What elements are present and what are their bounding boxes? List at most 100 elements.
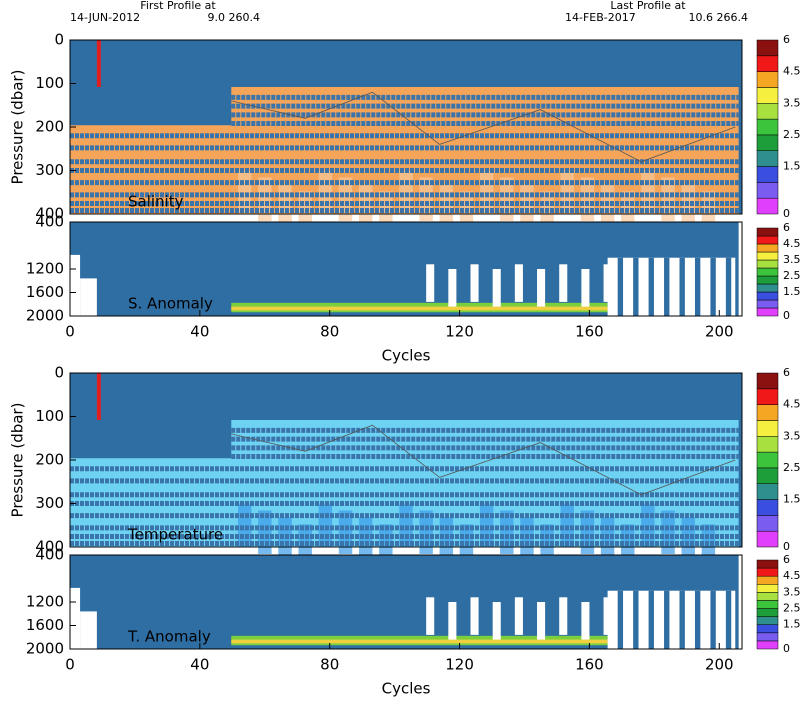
y-tick-label: 300 xyxy=(35,494,64,512)
colorbar-segment xyxy=(756,467,779,484)
field-band xyxy=(231,306,608,311)
colorbar-segment xyxy=(756,307,779,317)
field-blank xyxy=(559,264,568,302)
field-spot xyxy=(96,373,101,420)
field-blank xyxy=(514,597,523,635)
field-patch xyxy=(318,503,333,547)
field-column xyxy=(694,257,701,316)
colorbar-tick-label: 2.5 xyxy=(783,461,800,474)
field-patch xyxy=(439,517,454,561)
field-patch xyxy=(278,517,292,561)
field-blank xyxy=(70,587,81,649)
field-band xyxy=(231,639,608,644)
field-patch xyxy=(439,184,454,228)
field-blank xyxy=(426,264,435,302)
colorbar-segment xyxy=(756,259,779,269)
y-tick-label: 1200 xyxy=(26,260,64,278)
colorbar-segment xyxy=(756,608,779,617)
x-tick-label: 40 xyxy=(190,323,209,341)
field-patch xyxy=(681,184,695,228)
x-tick-label: 160 xyxy=(575,656,604,674)
field-blank xyxy=(470,597,479,635)
colorbar-segment xyxy=(756,600,779,609)
colorbar-segment xyxy=(756,39,779,57)
field-blank xyxy=(492,269,501,307)
colorbar-segment xyxy=(756,291,779,301)
field-patch xyxy=(681,517,695,561)
colorbar-segment xyxy=(756,283,779,293)
field-column xyxy=(664,257,670,316)
colorbar-segment xyxy=(756,388,779,405)
colorbar-segment xyxy=(756,624,779,634)
field-blank xyxy=(448,269,457,307)
field-column xyxy=(664,590,670,649)
last-position: 10.6 266.4 xyxy=(689,11,748,24)
field-blank xyxy=(607,257,736,316)
field-blank xyxy=(537,269,546,307)
colorbar-tick-label: 4.5 xyxy=(783,65,800,78)
field-patch xyxy=(479,170,494,214)
field-blank xyxy=(537,602,546,640)
colorbar-tick-label: 1.5 xyxy=(783,493,800,506)
field xyxy=(70,373,742,568)
field-patch xyxy=(600,184,615,228)
colorbar-segment xyxy=(756,567,779,577)
x-tick-label: 0 xyxy=(65,323,75,341)
field-blank xyxy=(470,264,479,302)
field-column xyxy=(694,590,701,649)
field-column xyxy=(725,590,732,649)
y-tick-label: 2000 xyxy=(26,307,64,325)
colorbar-segment xyxy=(756,559,779,569)
colorbar-tick-label: 6 xyxy=(783,33,790,46)
colorbar-segment xyxy=(756,118,779,136)
field-column xyxy=(679,590,685,649)
field-column xyxy=(617,590,624,649)
field-patch xyxy=(238,503,252,547)
field-blank xyxy=(70,254,81,316)
colorbar-tick-label: 3.5 xyxy=(783,585,800,598)
y-tick-label: 400 xyxy=(35,538,64,556)
colorbar-tick-label: 6 xyxy=(783,221,790,234)
colorbar-segment xyxy=(756,251,779,261)
first-position: 9.0 260.4 xyxy=(208,11,260,24)
colorbar-tick-label: 2.5 xyxy=(783,128,800,141)
field xyxy=(70,555,739,649)
colorbar-segment xyxy=(756,515,779,532)
panel-label: Salinity xyxy=(128,193,184,211)
colorbar-segment xyxy=(756,87,779,104)
y-axis-title: Pressure (dbar) xyxy=(9,403,27,518)
panel-label: S. Anomaly xyxy=(128,295,213,313)
colorbar-segment xyxy=(756,134,779,151)
colorbar-segment xyxy=(756,436,779,453)
y-tick-label: 100 xyxy=(35,74,64,92)
field-patch xyxy=(600,517,615,561)
x-axis-title: Cycles xyxy=(382,680,431,698)
colorbar-segment xyxy=(756,166,779,183)
field-patch xyxy=(318,170,333,214)
field-column xyxy=(633,590,639,649)
panel-label: Temperature xyxy=(127,526,223,544)
colorbar-tick-label: 4.5 xyxy=(783,237,800,250)
x-tick-label: 200 xyxy=(705,656,734,674)
y-tick-label: 400 xyxy=(35,205,64,223)
field xyxy=(70,222,739,316)
colorbar-segment xyxy=(756,499,779,516)
y-tick-label: 1600 xyxy=(26,283,64,301)
colorbar-tick-label: 2.5 xyxy=(783,602,800,615)
colorbar-tick-label: 3.5 xyxy=(783,253,800,266)
colorbar-segment xyxy=(756,267,779,277)
colorbar-segment xyxy=(756,372,779,390)
colorbar-segment xyxy=(756,584,779,593)
y-tick-label: 0 xyxy=(54,364,64,382)
field-patch xyxy=(399,503,413,547)
field-blank xyxy=(559,597,568,635)
field xyxy=(70,40,742,235)
y-tick-label: 300 xyxy=(35,161,64,179)
x-tick-label: 120 xyxy=(445,656,474,674)
colorbar-segment xyxy=(756,71,779,88)
first-date: 14-JUN-2012 xyxy=(70,11,140,24)
colorbar-segment xyxy=(756,483,779,500)
colorbar-tick-label: 6 xyxy=(783,553,790,566)
colorbar-segment xyxy=(756,451,779,469)
